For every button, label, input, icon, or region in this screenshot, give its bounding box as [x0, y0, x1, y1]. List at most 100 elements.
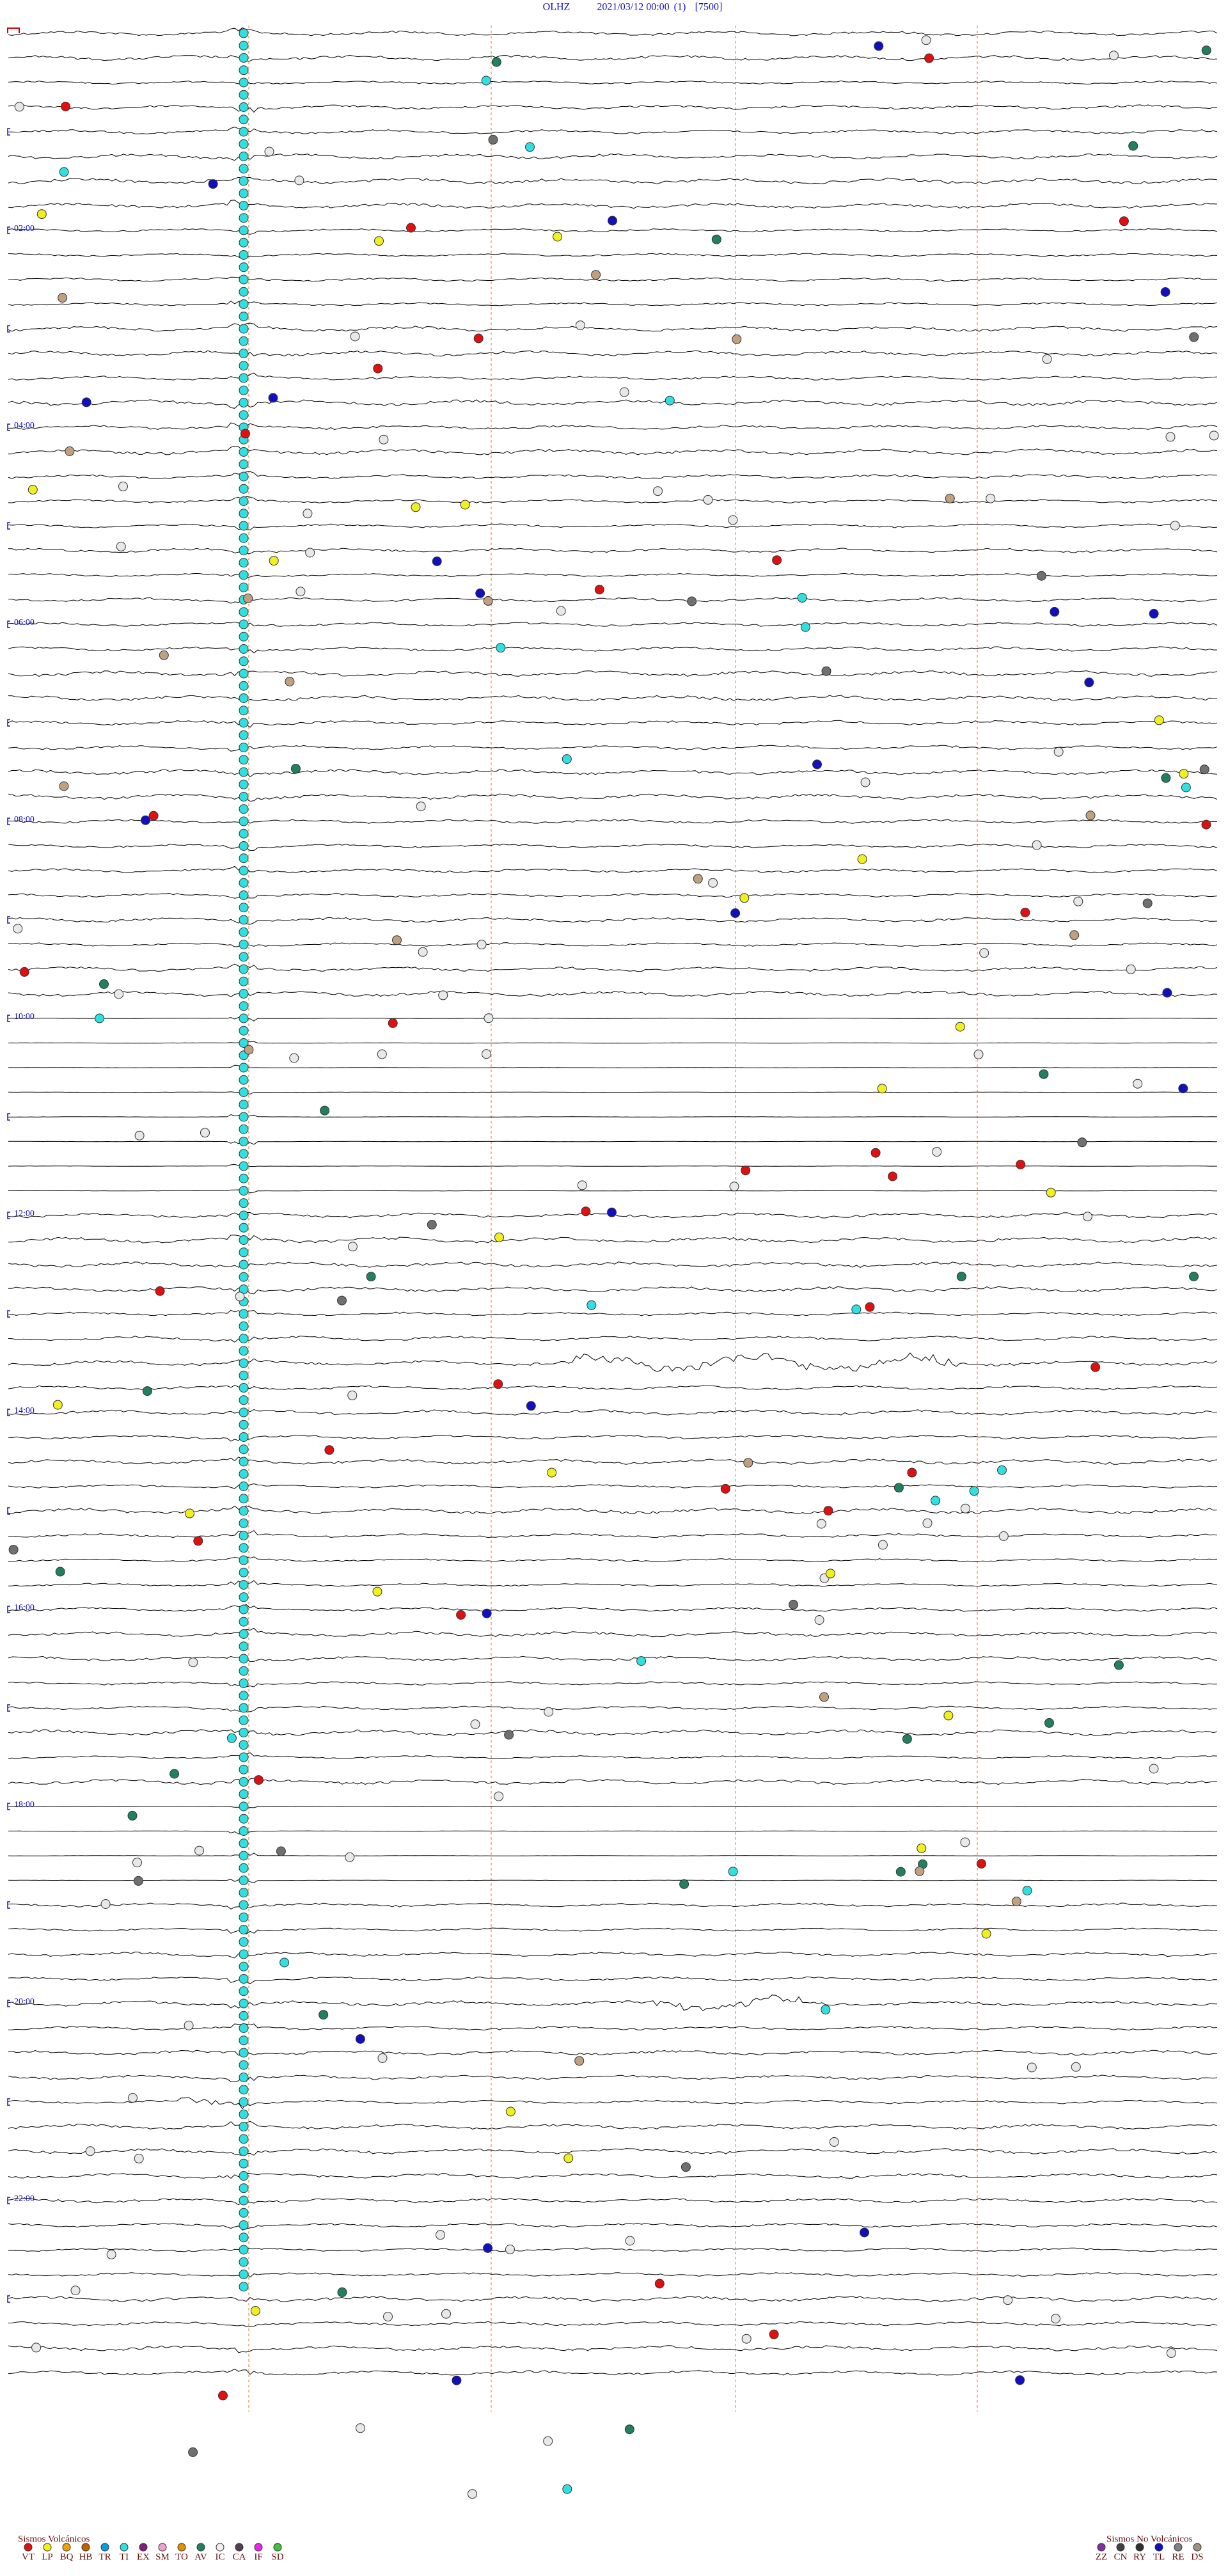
event-marker	[800, 622, 810, 632]
ti-marker	[239, 582, 249, 592]
event-marker	[208, 179, 218, 189]
event-marker	[730, 908, 741, 918]
event-marker	[99, 979, 109, 989]
legend-marker	[1116, 2543, 1125, 2552]
trace	[8, 745, 1218, 752]
event-marker	[1016, 1160, 1026, 1169]
event-marker	[324, 1445, 335, 1455]
ti-marker	[239, 668, 249, 679]
event-marker	[294, 175, 304, 186]
hour-bracket	[7, 1606, 10, 1613]
time-label: 14:00	[14, 1406, 35, 1416]
legend-marker	[1174, 2543, 1183, 2552]
event-marker	[494, 1232, 504, 1242]
event-marker	[769, 2329, 779, 2339]
event-marker	[55, 1567, 65, 1577]
trace	[8, 1752, 1218, 1760]
event-marker	[772, 555, 782, 565]
event-marker	[496, 643, 506, 653]
legend-marker	[139, 2543, 148, 2552]
ti-marker	[239, 1752, 249, 1762]
event-marker	[607, 1207, 617, 1217]
trace	[8, 1434, 1218, 1442]
ti-marker	[239, 743, 249, 752]
ti-marker	[239, 287, 249, 297]
event-marker	[418, 947, 428, 957]
ti-marker	[239, 2122, 249, 2131]
ti-marker	[239, 410, 249, 420]
event-marker	[526, 1401, 536, 1411]
ti-marker	[239, 90, 249, 100]
event-marker	[814, 1615, 824, 1625]
ti-marker	[239, 681, 249, 691]
event-marker	[1077, 1137, 1087, 1148]
event-marker	[374, 236, 384, 246]
trace	[8, 597, 1218, 604]
ti-marker	[239, 1740, 249, 1750]
hour-bracket	[7, 1507, 10, 1515]
event-marker	[416, 802, 426, 812]
event-marker	[468, 2489, 477, 2499]
event-marker	[915, 1866, 925, 1876]
trace	[8, 843, 1218, 851]
event-marker	[574, 2056, 585, 2066]
event-marker	[240, 429, 250, 439]
ti-marker	[239, 2073, 249, 2082]
event-marker	[303, 509, 313, 519]
trace	[8, 990, 1218, 997]
trace	[8, 2197, 1218, 2206]
event-marker	[348, 1242, 358, 1252]
ti-marker	[239, 1567, 249, 1577]
ti-marker	[239, 324, 249, 334]
trace	[8, 1976, 1217, 1984]
event-marker	[188, 1657, 198, 1668]
ti-marker	[239, 237, 249, 248]
hour-bracket	[7, 1015, 10, 1022]
legend-label: SM	[155, 2552, 169, 2562]
trace	[8, 2023, 1218, 2031]
event-marker	[732, 334, 742, 344]
event-marker	[525, 142, 535, 152]
event-marker	[1189, 1272, 1199, 1281]
event-marker	[59, 167, 69, 177]
event-marker	[797, 593, 807, 603]
trace	[8, 2368, 1218, 2376]
trace	[8, 1457, 1218, 1465]
ti-marker	[239, 1063, 249, 1073]
trace	[8, 1927, 1218, 1934]
trace	[8, 2222, 1218, 2231]
ti-marker	[239, 127, 249, 137]
legend-label: RY	[1133, 2552, 1146, 2562]
legend-marker	[216, 2543, 224, 2552]
ti-marker	[239, 447, 249, 457]
event-marker	[960, 1837, 970, 1847]
event-marker	[956, 1272, 966, 1282]
ti-marker	[239, 1137, 249, 1146]
ti-marker	[239, 1222, 249, 1233]
ti-marker	[239, 718, 249, 728]
ti-marker	[239, 176, 249, 186]
event-marker	[392, 935, 402, 945]
ti-marker	[239, 1457, 249, 1467]
event-marker	[1084, 677, 1094, 688]
event-marker	[969, 1486, 979, 1496]
event-marker	[276, 1846, 286, 1856]
trace	[8, 104, 1218, 113]
ti-marker	[239, 2085, 249, 2095]
event-marker	[1160, 287, 1170, 297]
trace	[8, 200, 1218, 209]
trace	[8, 350, 1218, 357]
event-marker	[1073, 896, 1083, 906]
event-marker	[1050, 606, 1060, 617]
event-marker	[383, 2312, 393, 2321]
ti-marker	[239, 1321, 249, 1331]
ti-marker	[239, 1038, 249, 1048]
event-marker	[1032, 840, 1042, 850]
event-marker	[8, 1545, 19, 1555]
ti-marker	[239, 1863, 249, 1873]
event-marker	[134, 2153, 144, 2163]
ti-marker	[239, 558, 249, 568]
event-marker	[932, 1147, 942, 1157]
ti-marker	[239, 1777, 249, 1787]
